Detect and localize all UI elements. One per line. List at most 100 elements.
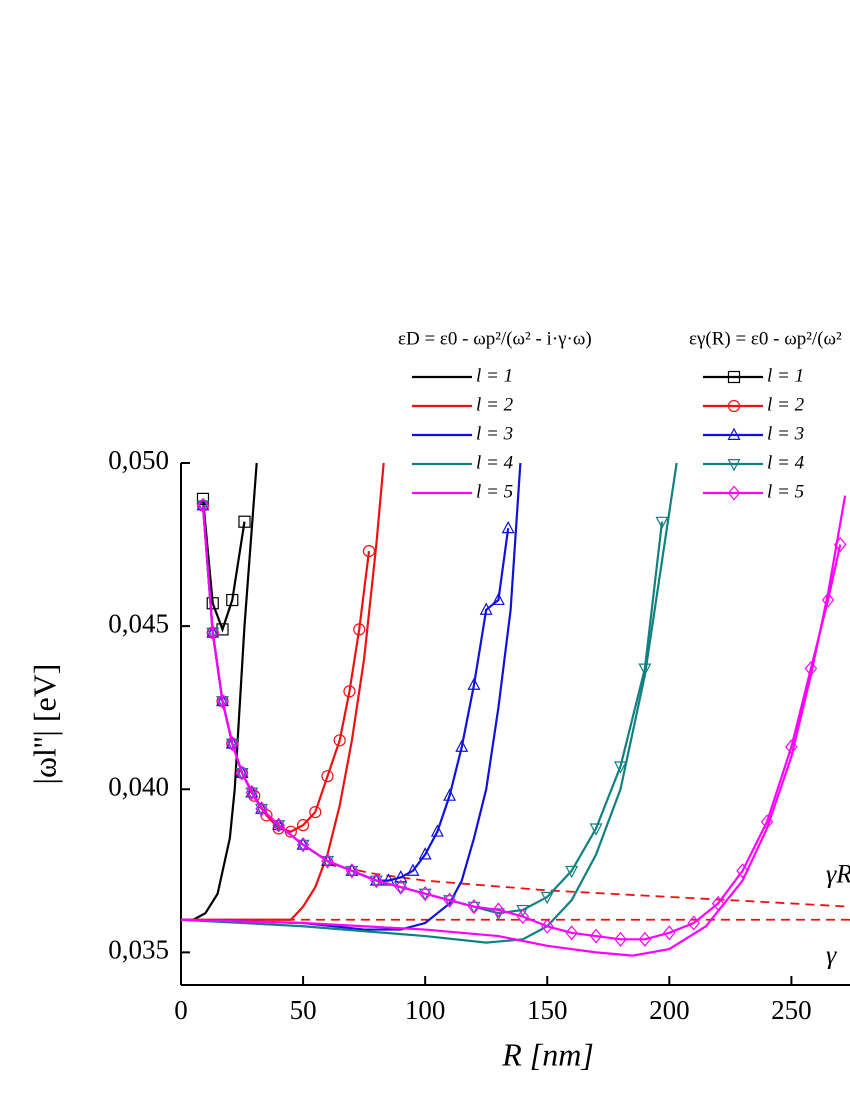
marker [216, 693, 229, 709]
marker [238, 515, 251, 528]
marker [467, 677, 481, 690]
marker [321, 853, 334, 869]
marker [206, 625, 220, 641]
series-line [181, 463, 522, 931]
marker [255, 803, 269, 817]
marker [638, 663, 652, 676]
legend-label: l = 2 [476, 394, 514, 415]
marker [394, 869, 408, 883]
series-line [181, 495, 847, 957]
marker [245, 784, 259, 801]
marker [760, 814, 774, 830]
marker [235, 767, 249, 781]
marker [821, 592, 835, 608]
reference-label: γ [826, 941, 837, 970]
marker [565, 925, 578, 941]
marker [589, 928, 603, 944]
marker [272, 817, 286, 831]
marker [833, 537, 847, 553]
marker [736, 863, 749, 879]
legend-marker [727, 399, 741, 413]
marker [309, 805, 322, 819]
marker [296, 837, 310, 853]
marker [321, 770, 334, 783]
marker [196, 497, 210, 513]
marker [206, 597, 219, 610]
marker [663, 925, 676, 941]
legend-label: l = 1 [476, 365, 513, 386]
x-tick-label: 50 [290, 995, 317, 1025]
marker [804, 661, 818, 677]
legend-marker [727, 370, 741, 384]
marker [418, 886, 432, 902]
legend-label: l = 4 [476, 452, 514, 473]
legend-title: εγ(R) = ε0 - ωp²/(ω² [689, 328, 842, 349]
legend-label: l = 1 [767, 365, 804, 386]
legend-marker [727, 485, 741, 501]
legend-marker [727, 459, 741, 472]
marker [443, 892, 456, 908]
marker [687, 915, 701, 931]
marker [540, 918, 554, 934]
marker [491, 592, 505, 606]
legend-label: l = 3 [767, 423, 804, 444]
marker [638, 931, 652, 947]
series-line [201, 505, 842, 941]
series-line [181, 463, 678, 944]
marker [492, 902, 505, 918]
marker [655, 516, 669, 530]
marker [353, 623, 366, 636]
marker [455, 739, 469, 752]
legend-title: εD = ε0 - ωp²/(ω² - i·γ·ω) [398, 328, 592, 349]
legend-label: l = 5 [767, 481, 804, 502]
marker [589, 823, 603, 836]
marker [235, 765, 249, 778]
marker [333, 734, 346, 747]
marker [370, 873, 383, 889]
series-line [201, 505, 664, 915]
marker [343, 685, 356, 698]
marker [196, 492, 210, 505]
marker [516, 904, 530, 918]
marker [245, 785, 259, 798]
marker [430, 824, 444, 837]
marker [272, 817, 285, 833]
marker [614, 931, 627, 947]
reference-label: γR [826, 860, 850, 889]
x-tick-label: 100 [405, 995, 446, 1025]
marker [501, 520, 515, 534]
series-line [181, 463, 385, 921]
marker [613, 761, 627, 774]
y-axis-label: |ωl''| [eV] [26, 664, 62, 785]
legend-label: l = 3 [476, 423, 513, 444]
marker [362, 544, 376, 558]
legend-label: l = 5 [476, 481, 513, 502]
marker [245, 787, 259, 800]
marker [345, 863, 359, 879]
marker [565, 865, 579, 879]
marker [711, 895, 725, 911]
y-tick-label: 0,045 [108, 608, 169, 638]
x-axis-label: R [nm] [501, 1036, 594, 1072]
marker [226, 593, 239, 607]
marker [406, 863, 420, 876]
y-tick-label: 0,040 [108, 771, 169, 801]
legend-label: l = 4 [767, 452, 805, 473]
series-line [192, 463, 258, 921]
x-tick-label: 0 [174, 995, 188, 1025]
series-line [327, 863, 850, 908]
x-tick-label: 150 [527, 995, 568, 1025]
marker [255, 801, 269, 814]
legend-label: l = 2 [767, 394, 805, 415]
marker [516, 908, 530, 925]
marker [785, 739, 798, 755]
marker [394, 879, 408, 895]
marker [255, 801, 268, 817]
marker [296, 819, 310, 832]
marker [479, 602, 493, 615]
marker [235, 765, 249, 781]
marker [540, 891, 554, 905]
plot-area [181, 463, 850, 957]
marker [225, 736, 239, 749]
